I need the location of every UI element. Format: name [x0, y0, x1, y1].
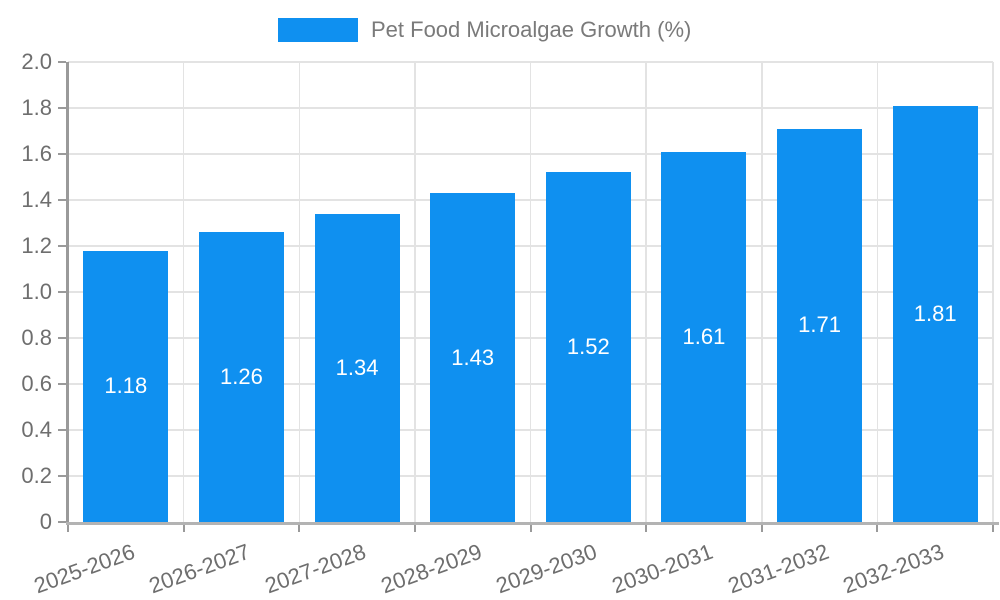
bar — [430, 193, 516, 522]
y-tick — [58, 337, 66, 339]
gridline-v — [645, 62, 647, 522]
y-tick-label: 0.8 — [21, 325, 52, 350]
y-tick-label: 0 — [39, 509, 52, 534]
y-tick-label: 0.4 — [21, 417, 52, 442]
x-tick — [992, 524, 994, 532]
x-tick — [413, 524, 416, 532]
y-tick — [58, 199, 66, 201]
bar-value-label: 1.81 — [913, 300, 957, 326]
bar — [545, 172, 631, 522]
y-tick — [58, 521, 66, 523]
legend-swatch-icon — [278, 18, 358, 42]
y-tick — [58, 61, 66, 63]
bar — [661, 151, 747, 522]
bar-value-label: 1.61 — [682, 323, 726, 349]
x-tick — [760, 524, 763, 532]
y-tick-label: 2.0 — [21, 49, 52, 74]
bar — [314, 213, 400, 522]
x-tick — [182, 524, 185, 532]
y-tick — [58, 291, 66, 293]
bar — [777, 128, 863, 522]
y-axis-line — [66, 62, 69, 524]
y-tick — [58, 429, 66, 431]
y-tick — [58, 153, 66, 155]
x-tick — [645, 524, 648, 532]
bar-value-label: 1.18 — [104, 373, 148, 399]
bar-value-label: 1.71 — [798, 312, 841, 338]
x-axis-line — [66, 522, 999, 525]
bar — [198, 232, 284, 522]
bar-value-label: 1.26 — [220, 364, 263, 390]
gridline-v — [992, 62, 994, 522]
y-tick — [58, 383, 66, 385]
x-tick — [298, 524, 301, 532]
bar — [83, 250, 169, 522]
gridline-v — [876, 62, 879, 522]
y-tick — [58, 107, 66, 109]
y-tick — [58, 245, 66, 247]
gridline-v — [182, 62, 185, 522]
y-tick-label: 1.6 — [21, 141, 52, 166]
x-tick — [876, 524, 879, 532]
y-tick-label: 0.2 — [21, 463, 52, 488]
y-tick-label: 1.4 — [21, 187, 52, 212]
y-tick — [58, 475, 66, 477]
gridline-v — [761, 62, 763, 522]
bar — [892, 105, 978, 522]
y-tick-label: 1.8 — [21, 95, 52, 120]
x-tick — [67, 524, 69, 532]
bar-value-label: 1.43 — [451, 344, 495, 370]
gridline-v — [529, 62, 532, 522]
bar-value-label: 1.52 — [566, 334, 610, 360]
gridline-v — [414, 62, 416, 522]
gridline-v — [298, 62, 300, 522]
y-tick-label: 1.2 — [21, 233, 52, 258]
legend-label: Pet Food Microalgae Growth (%) — [371, 17, 692, 42]
x-tick — [529, 524, 532, 532]
bar-value-label: 1.34 — [335, 354, 379, 380]
legend: Pet Food Microalgae Growth (%) — [278, 18, 691, 42]
y-tick-label: 1.0 — [21, 279, 52, 304]
y-tick-label: 0.6 — [21, 371, 52, 396]
